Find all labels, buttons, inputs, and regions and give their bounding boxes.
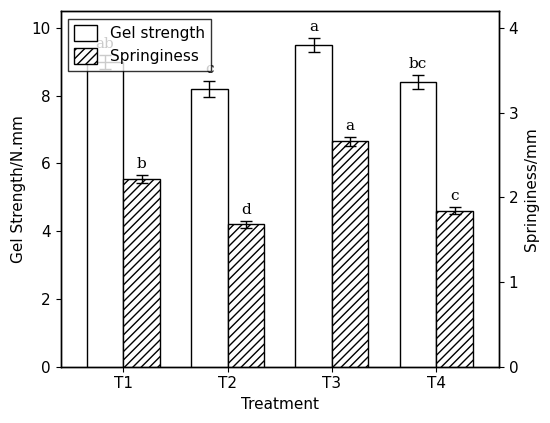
Y-axis label: Springiness/mm: Springiness/mm: [524, 127, 539, 251]
Bar: [400, 82, 436, 367]
Bar: [332, 141, 368, 367]
X-axis label: Treatment: Treatment: [241, 397, 319, 412]
Bar: [87, 62, 123, 367]
Text: ab: ab: [96, 37, 114, 51]
Bar: [191, 89, 228, 367]
Text: c: c: [450, 190, 459, 203]
Legend: Gel strength, Springiness: Gel strength, Springiness: [68, 19, 211, 71]
Bar: [228, 225, 264, 367]
Bar: [295, 45, 332, 367]
Text: c: c: [205, 63, 213, 77]
Text: d: d: [241, 203, 251, 217]
Text: a: a: [309, 20, 318, 34]
Y-axis label: Gel Strength/N.mm: Gel Strength/N.mm: [11, 115, 26, 263]
Text: bc: bc: [409, 58, 427, 71]
Bar: [123, 179, 160, 367]
Bar: [436, 211, 473, 367]
Text: b: b: [136, 157, 146, 170]
Text: a: a: [346, 119, 355, 133]
